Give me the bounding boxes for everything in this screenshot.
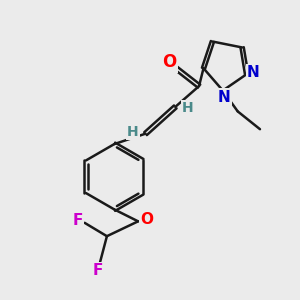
Text: F: F bbox=[93, 263, 103, 278]
Text: H: H bbox=[182, 101, 194, 116]
Text: O: O bbox=[140, 212, 153, 227]
Text: F: F bbox=[73, 213, 83, 228]
Text: N: N bbox=[247, 65, 260, 80]
Text: H: H bbox=[127, 125, 139, 139]
Text: O: O bbox=[162, 53, 176, 71]
Text: N: N bbox=[218, 90, 231, 105]
